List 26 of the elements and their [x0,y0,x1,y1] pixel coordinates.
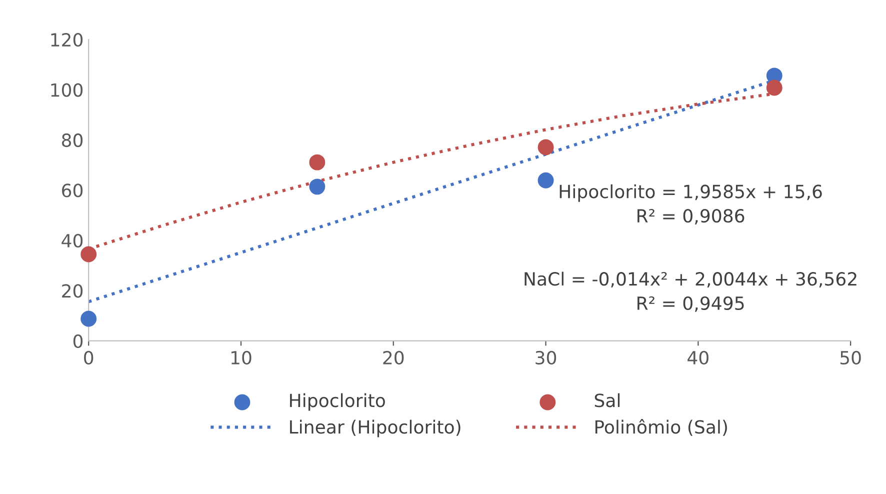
y-tick-label: 80 [62,133,83,148]
point [538,139,554,156]
point [80,246,97,262]
x-tick-label: 30 [536,350,556,365]
x-tick-label: 10 [231,350,252,365]
y-tick-label: 0 [73,334,83,348]
y-tick-label: 120 [51,32,83,47]
point [538,172,554,188]
annotation: Hipoclorito = 1,9585x + 15,6 R² = 0,9086 [560,184,822,225]
point [766,80,782,96]
legend-label: Linear (Hipoclorito) [290,420,460,438]
annotation: NaCl = -0,014x² + 2,0044x + 36,562 R² = 0,9495 [524,272,856,312]
y-tick-label: 40 [62,234,83,248]
legend-label: Hipoclorito [290,393,385,411]
y-tick-label: 60 [62,184,83,198]
legend-label: Sal [594,393,620,408]
y-tick-label: 100 [51,83,83,97]
point [309,154,326,170]
point [80,310,97,327]
legend-label: Polinômio (Sal) [595,419,727,436]
x-tick-label: 20 [383,350,404,365]
y-tick-label: 20 [62,284,83,298]
point [309,178,326,195]
x-tick-label: 0 [84,350,94,365]
x-tick-label: 40 [688,350,708,365]
x-tick-label: 50 [840,350,861,365]
